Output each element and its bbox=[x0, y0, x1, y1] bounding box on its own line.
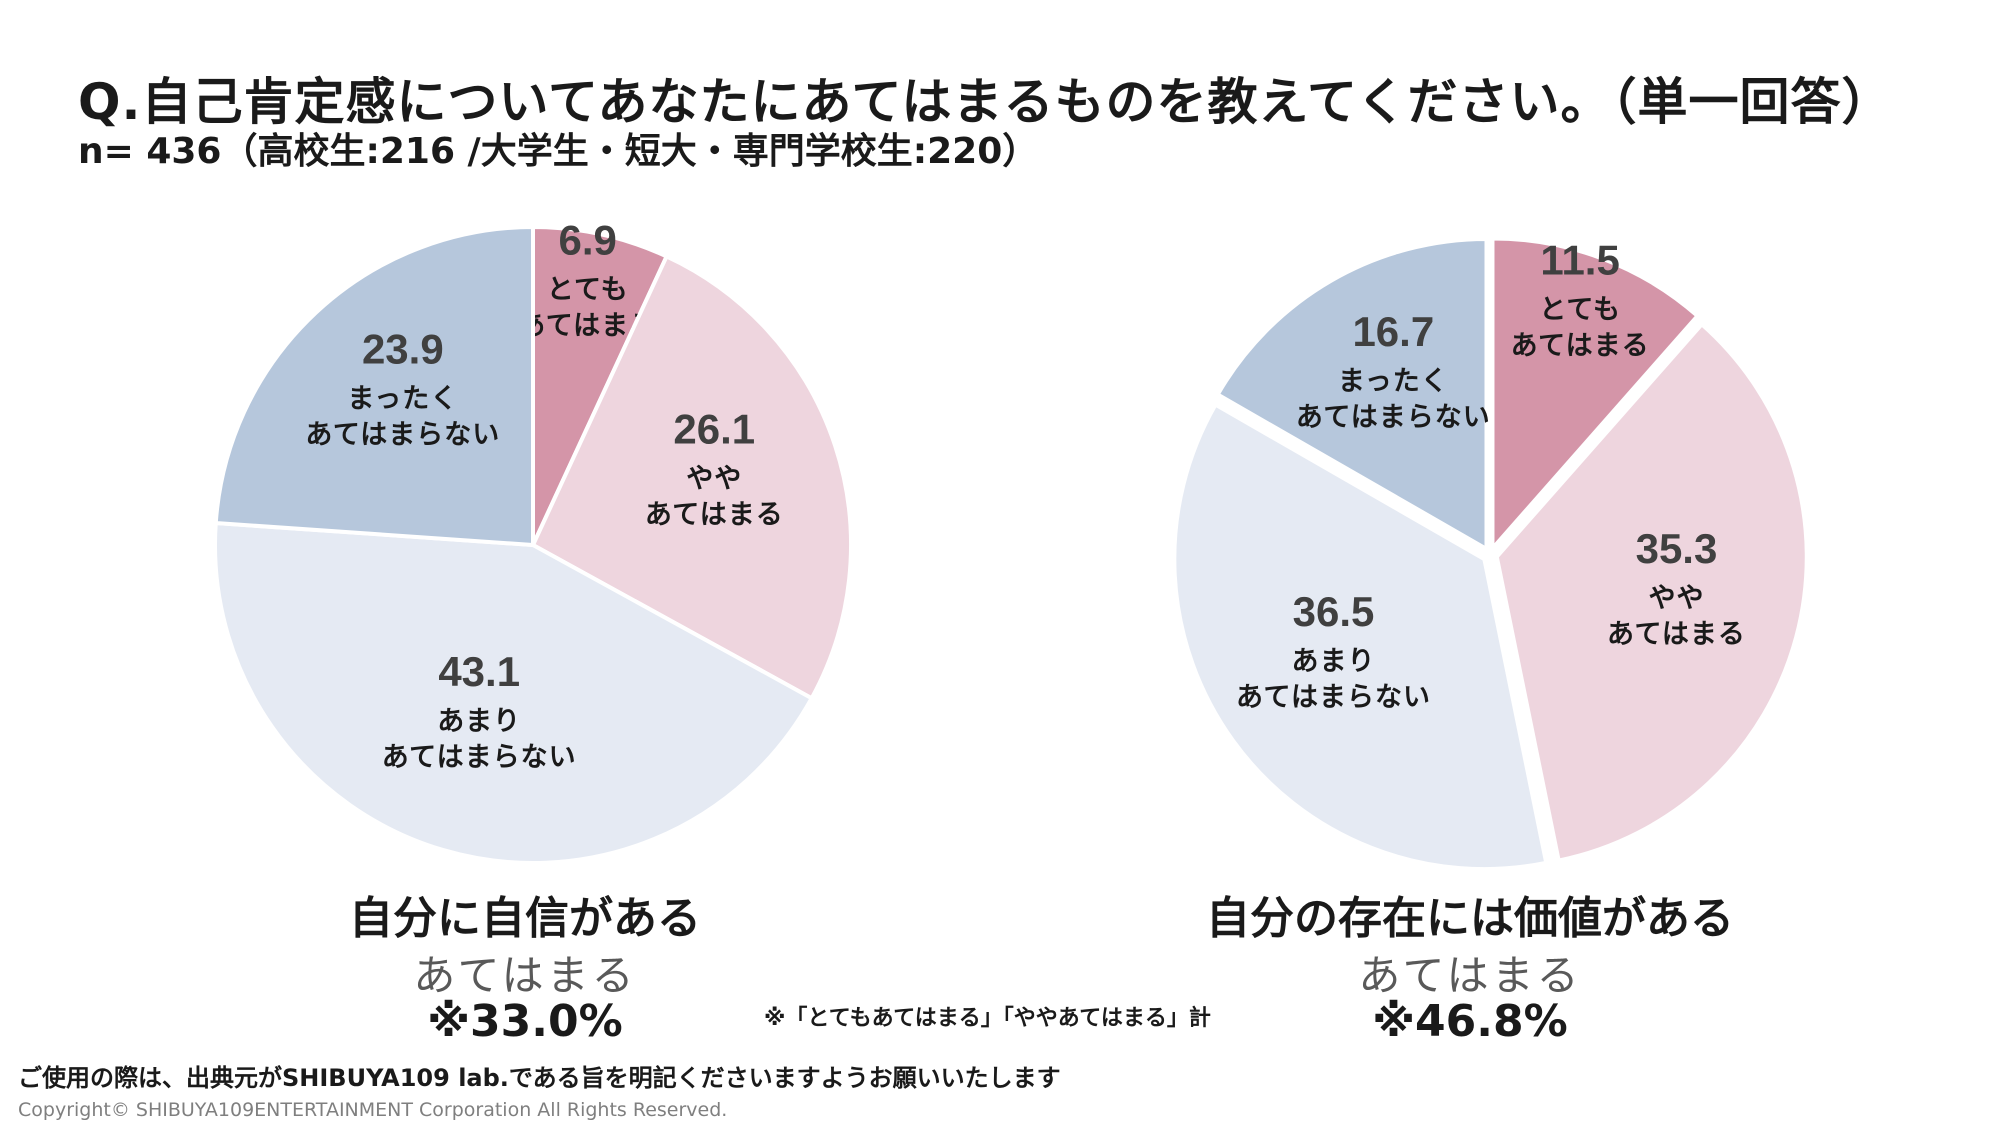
chart-title-self-confidence: 自分に自信がある bbox=[349, 893, 701, 944]
pie-category-label: やや bbox=[1648, 583, 1704, 614]
pie-value-label: 43.1 bbox=[438, 648, 520, 695]
pie-category-label: とても bbox=[547, 275, 629, 306]
pie-value-label: 35.3 bbox=[1636, 525, 1718, 572]
applies-total-self-worth: ※46.8% bbox=[1372, 996, 1568, 1047]
applies-label-self-worth: あてはまる bbox=[1358, 951, 1582, 1000]
pie-slice-self-worth-not-at-all bbox=[1215, 236, 1489, 551]
pie-slice-self-worth-very-applies bbox=[1490, 236, 1700, 551]
pie-slice-self-worth-somewhat-applies bbox=[1494, 322, 1809, 863]
pie-category-label: あてはまらない bbox=[1296, 402, 1491, 433]
pie-value-label: 11.5 bbox=[1540, 236, 1619, 283]
pie-slice-self-worth-not-really bbox=[1172, 402, 1549, 872]
pie-value-label: 16.7 bbox=[1352, 308, 1434, 355]
pie-category-label: あまり bbox=[437, 706, 521, 737]
pie-value-label: 36.5 bbox=[1293, 588, 1375, 635]
pie-category-label: まったく bbox=[347, 384, 458, 415]
applies-label-self-confidence: あてはまる bbox=[413, 951, 637, 1000]
pie-label-self-confidence-somewhat-applies: 26.1 ややあてはまる bbox=[645, 405, 784, 530]
pie-category-label: あてはまらない bbox=[382, 742, 577, 773]
pie-label-self-worth-very-applies: 11.5 とてもあてはまる bbox=[1511, 236, 1650, 361]
pie-category-label: あてはまる bbox=[1607, 619, 1746, 650]
pie-slice-self-confidence-not-at-all bbox=[213, 225, 535, 547]
pie-category-label: あてはまらない bbox=[1236, 682, 1431, 713]
pie-label-self-worth-somewhat-applies: 35.3 ややあてはまる bbox=[1607, 525, 1746, 650]
page-title: Q.自己肯定感についてあなたにあてはまるものを教えてください。（単一回答） bbox=[78, 73, 1893, 131]
pie-category-label: あまり bbox=[1292, 646, 1376, 677]
chart-title-self-worth: 自分の存在には価値がある bbox=[1206, 893, 1734, 944]
applies-total-self-confidence: ※33.0% bbox=[427, 996, 623, 1047]
pie-value-label: 23.9 bbox=[362, 326, 444, 373]
usage-note: ご使用の際は、出典元がSHIBUYA109 lab.である旨を明記くださいますよ… bbox=[18, 1064, 1061, 1092]
sum-note: ※「とてもあてはまる」「ややあてはまる」計 bbox=[764, 1006, 1211, 1031]
pie-value-label: 6.9 bbox=[559, 217, 617, 264]
pie-category-label: あてはまらない bbox=[305, 420, 500, 451]
copyright: Copyright© SHIBUYA109ENTERTAINMENT Corpo… bbox=[18, 1099, 728, 1121]
pie-category-label: あてはまる bbox=[1511, 330, 1650, 361]
pie-value-label: 26.1 bbox=[673, 405, 755, 452]
pie-category-label: とても bbox=[1539, 294, 1621, 325]
pie-category-label: やや bbox=[686, 463, 742, 494]
sample-size-subtitle: n= 436（高校生:216 /大学生・短大・専門学校生:220） bbox=[78, 131, 1039, 172]
pie-slice-self-confidence-not-really bbox=[213, 521, 814, 865]
pie-slice-self-confidence-very-applies bbox=[531, 225, 669, 547]
pie-category-label: あてはまる bbox=[645, 499, 784, 530]
pie-category-label: まったく bbox=[1338, 366, 1449, 397]
